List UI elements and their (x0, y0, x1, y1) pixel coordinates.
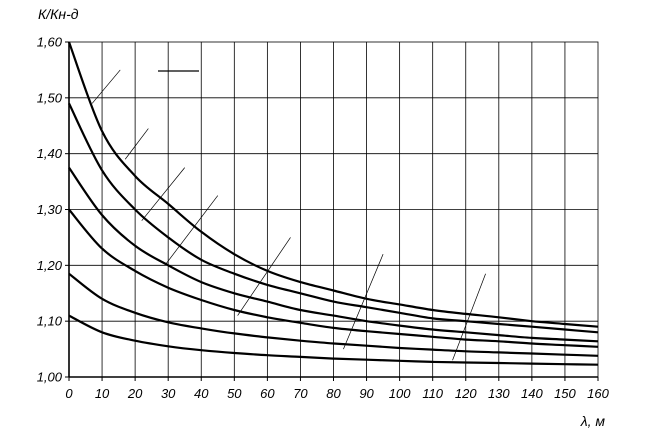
x-tick-label: 50 (227, 386, 242, 401)
x-tick-label: 30 (161, 386, 176, 401)
y-tick-label: 1,60 (37, 35, 63, 50)
series-line-3 (68, 166, 599, 343)
x-tick-label: 150 (554, 386, 576, 401)
y-tick-label: 1,20 (37, 258, 63, 273)
series-line-6 (68, 314, 599, 366)
reference-lines (91, 69, 486, 361)
x-tick-label: 90 (359, 386, 374, 401)
x-tick-label: 0 (65, 386, 73, 401)
y-tick-label: 1,50 (37, 90, 63, 105)
axes (65, 41, 599, 381)
x-tick-label: 140 (521, 386, 543, 401)
y-axis-label: К/Кн-д (38, 6, 79, 22)
x-tick-label: 10 (95, 386, 110, 401)
series-line-5 (68, 272, 599, 357)
reference-line (124, 128, 149, 160)
series-lines (67, 41, 599, 366)
x-tick-label: 120 (455, 386, 477, 401)
reference-line (141, 167, 185, 221)
x-tick-label: 80 (326, 386, 341, 401)
grid (69, 42, 598, 377)
x-tick-label: 40 (194, 386, 209, 401)
series-line-1 (67, 41, 599, 328)
x-tick-label: 100 (389, 386, 411, 401)
series-line-2 (68, 102, 599, 334)
y-tick-label: 1,10 (37, 314, 63, 329)
x-tick-label: 160 (587, 386, 609, 401)
x-tick-label: 110 (422, 386, 443, 401)
x-axis-label: λ, м (580, 413, 606, 429)
y-tick-label: 1,30 (37, 202, 63, 217)
y-tick-labels: 1,00 1,10 1,20 1,30 1,40 1,50 1,60 (37, 35, 63, 385)
reference-line (91, 69, 121, 104)
x-tick-label: 20 (127, 386, 143, 401)
x-tick-label: 70 (293, 386, 308, 401)
x-tick-label: 130 (488, 386, 510, 401)
y-tick-label: 1,00 (37, 370, 63, 385)
y-tick-label: 1,40 (37, 146, 63, 161)
series-line-4 (68, 208, 599, 348)
reference-line (452, 273, 486, 361)
reference-line (237, 237, 291, 316)
x-tick-labels: 0 10 20 30 40 50 60 70 80 90 100 110 120 130 140 150 160 (65, 386, 609, 401)
x-tick-label: 60 (260, 386, 275, 401)
reference-line (343, 254, 384, 350)
reference-line (164, 195, 219, 266)
